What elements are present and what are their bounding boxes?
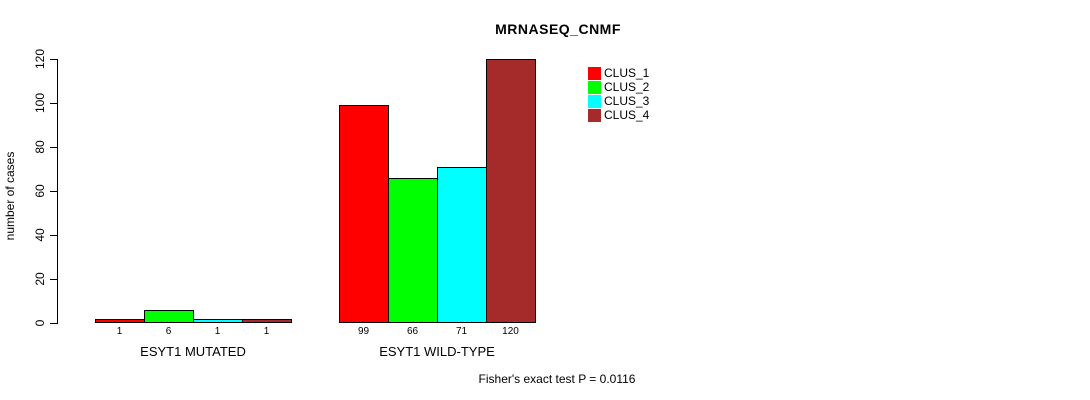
legend-swatch-icon <box>588 67 601 80</box>
bar-CLUS_1 <box>95 319 145 323</box>
bar-value-label: 6 <box>165 326 172 337</box>
legend-swatch-icon <box>588 81 601 94</box>
y-axis-tick-label: 120 <box>33 48 47 70</box>
y-axis-tick <box>50 279 57 280</box>
bar-CLUS_1 <box>339 105 389 323</box>
legend-label: CLUS_1 <box>604 66 650 80</box>
y-axis-tick <box>50 191 57 192</box>
bar-CLUS_3 <box>437 167 487 323</box>
legend-label: CLUS_4 <box>604 108 650 122</box>
y-axis-tick-label: 100 <box>33 92 47 114</box>
bar-CLUS_4 <box>242 319 292 323</box>
bar-value-label: 120 <box>502 326 519 337</box>
legend-swatch-icon <box>588 95 601 108</box>
y-axis-tick-label: 40 <box>33 228 47 242</box>
bar-value-label: 1 <box>116 326 123 337</box>
bar-CLUS_2 <box>388 178 438 323</box>
y-axis-tick-label: 20 <box>33 272 47 286</box>
bar-CLUS_4 <box>486 59 536 323</box>
fisher-test-annotation: Fisher's exact test P = 0.0116 <box>478 372 636 386</box>
chart-title: MRNASEQ_CNMF <box>495 21 621 37</box>
bar-CLUS_2 <box>144 310 194 323</box>
legend-label: CLUS_3 <box>604 94 650 108</box>
y-axis-tick-label: 60 <box>33 184 47 198</box>
y-axis-tick <box>50 323 57 324</box>
legend-swatch-icon <box>588 109 601 122</box>
y-axis-tick-label: 0 <box>33 319 47 327</box>
bar-CLUS_3 <box>193 319 243 323</box>
y-axis-line <box>57 59 58 324</box>
bar-value-label: 1 <box>214 326 221 337</box>
y-axis-tick-label: 80 <box>33 140 47 154</box>
bar-value-label: 71 <box>455 326 468 337</box>
legend-label: CLUS_2 <box>604 80 650 94</box>
bar-value-label: 66 <box>406 326 419 337</box>
group-label: ESYT1 WILD-TYPE <box>379 344 495 359</box>
y-axis-tick <box>50 147 57 148</box>
y-axis-tick <box>50 235 57 236</box>
bar-value-label: 1 <box>263 326 270 337</box>
y-axis-tick <box>50 59 57 60</box>
bar-value-label: 99 <box>357 326 370 337</box>
y-axis-tick <box>50 103 57 104</box>
y-axis-label: number of cases <box>3 151 17 241</box>
group-label: ESYT1 MUTATED <box>140 344 246 359</box>
